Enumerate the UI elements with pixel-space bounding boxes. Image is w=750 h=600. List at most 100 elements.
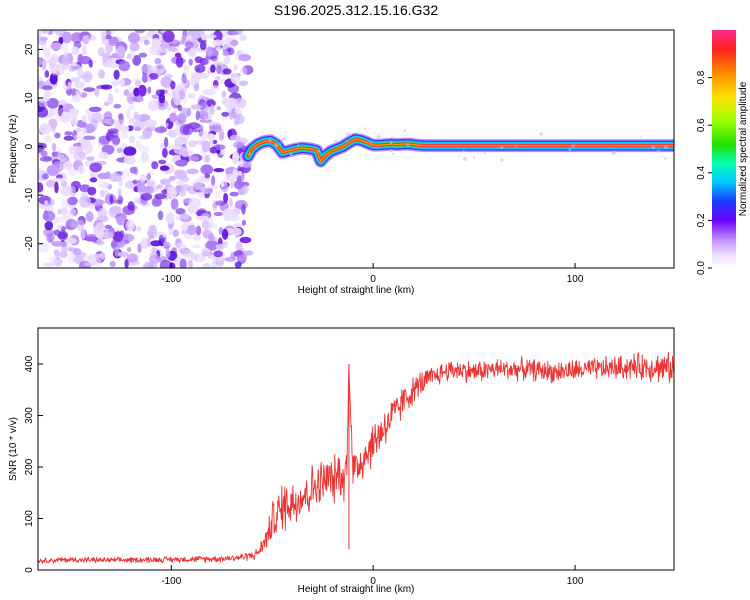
noise-blob	[202, 229, 213, 239]
noise-blob	[238, 80, 248, 87]
noise-blob	[93, 257, 102, 267]
noise-blob	[238, 54, 251, 62]
noise-blob	[158, 159, 167, 165]
noise-blob	[132, 95, 144, 103]
heatmap-frame	[37, 29, 675, 269]
noise-blob	[79, 184, 91, 193]
noise-blob	[167, 186, 178, 199]
noise-blob	[127, 32, 140, 44]
noise-blob	[148, 224, 157, 237]
noise-blob	[64, 184, 70, 195]
noise-blob	[166, 145, 176, 150]
trace-speckle	[364, 154, 367, 157]
noise-blob	[123, 146, 137, 156]
noise-blob	[229, 191, 239, 197]
noise-blob	[212, 140, 218, 144]
noise-blob	[118, 251, 129, 258]
noise-blob	[100, 53, 110, 58]
noise-blob	[179, 40, 185, 45]
noise-blob	[86, 156, 95, 161]
noise-blob	[175, 159, 188, 167]
noise-blob	[205, 54, 210, 65]
noise-blob	[148, 73, 159, 80]
noise-blob	[202, 250, 210, 257]
noise-blob	[151, 161, 159, 170]
noise-blob	[105, 43, 113, 54]
trace-speckle	[389, 149, 393, 153]
noise-blob	[85, 211, 94, 223]
line-xlabel: Height of straight line (km)	[298, 584, 415, 595]
noise-blob	[117, 195, 124, 205]
noise-blob	[93, 225, 99, 234]
noise-blob	[194, 56, 203, 64]
noise-blob	[151, 197, 159, 207]
noise-blob	[189, 197, 201, 209]
y-tick-label: 10	[24, 92, 35, 104]
noise-blob	[103, 111, 113, 121]
noise-blob	[211, 175, 216, 187]
noise-blob	[201, 140, 211, 153]
trace-speckle	[282, 137, 287, 141]
noise-blob	[75, 91, 83, 96]
noise-blob	[213, 211, 224, 217]
noise-blob	[191, 178, 203, 190]
noise-blob	[49, 42, 63, 51]
noise-blob	[107, 92, 114, 105]
noise-blob	[79, 195, 91, 208]
noise-blob	[134, 80, 141, 87]
noise-blob	[58, 36, 64, 45]
noise-blob	[39, 123, 52, 135]
noise-blob	[223, 192, 229, 204]
noise-blob	[54, 132, 61, 139]
noise-blob	[52, 66, 57, 76]
noise-blob	[204, 154, 210, 163]
noise-blob	[113, 103, 122, 109]
noise-blob	[46, 58, 56, 64]
y-tick-label: 0	[24, 567, 35, 573]
heatmap-xlabel: Height of straight line (km)	[298, 285, 415, 296]
trace-speckle	[345, 139, 348, 142]
noise-blob	[175, 242, 187, 251]
noise-blob	[195, 225, 202, 236]
colorbar-tick-label: 0.2	[696, 213, 707, 227]
noise-blob	[222, 58, 231, 65]
noise-blob	[174, 169, 187, 180]
noise-blob	[54, 30, 67, 36]
noise-blob	[99, 182, 110, 189]
snr-series-line	[38, 351, 674, 564]
noise-blob	[38, 31, 42, 38]
noise-blob	[205, 240, 219, 251]
noise-blob	[60, 245, 68, 255]
noise-blob	[177, 82, 187, 87]
noise-blob	[142, 73, 148, 84]
noise-blob	[213, 168, 225, 173]
y-tick-label: 0	[24, 143, 35, 149]
noise-blob	[138, 145, 150, 153]
trace-speckle	[483, 152, 486, 155]
noise-blob	[238, 159, 244, 168]
noise-blob	[87, 112, 92, 122]
noise-blob	[200, 164, 214, 175]
noise-blob	[147, 86, 152, 94]
colorbar-tick-label: 0.6	[696, 118, 707, 132]
noise-blob	[175, 208, 186, 215]
noise-blob	[54, 181, 59, 194]
noise-blob	[222, 68, 232, 75]
noise-blob	[188, 140, 197, 148]
noise-blob	[49, 73, 58, 85]
noise-blob	[159, 259, 173, 268]
colorbar-ticks: 0.0 0.2 0.4 0.6 0.8	[696, 70, 712, 275]
noise-blob	[68, 168, 78, 177]
noise-blob	[213, 30, 223, 42]
noise-blob	[132, 179, 138, 184]
noise-blob	[160, 178, 171, 185]
noise-blob	[89, 118, 98, 131]
noise-blob	[128, 135, 136, 144]
trace-speckle	[280, 138, 284, 142]
noise-blob	[220, 181, 225, 188]
noise-blob	[202, 114, 209, 120]
noise-blob	[242, 250, 254, 256]
noise-blob	[224, 36, 232, 46]
noise-blob	[239, 236, 252, 244]
noise-blob	[227, 84, 240, 94]
